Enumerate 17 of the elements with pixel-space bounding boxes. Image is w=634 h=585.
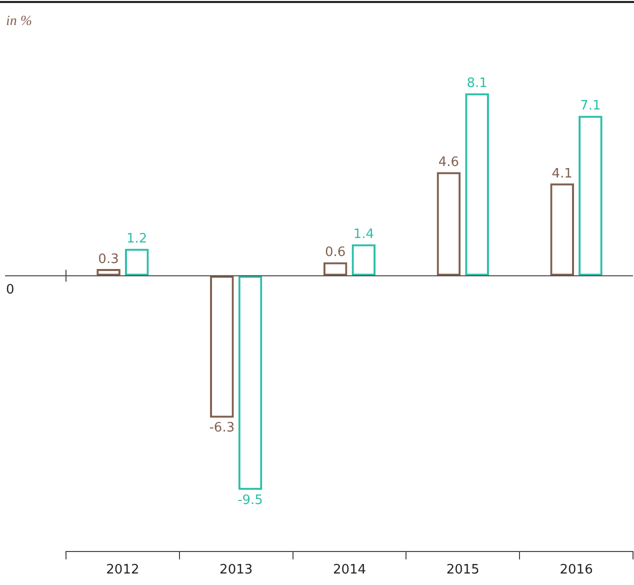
data-label: 0.3 <box>98 252 119 267</box>
data-label: 4.6 <box>438 154 460 170</box>
data-label: 7.1 <box>580 98 601 114</box>
x-tick-label: 2016 <box>560 562 593 578</box>
x-tick-label: 2013 <box>220 562 253 578</box>
data-label: 1.2 <box>126 232 148 247</box>
y-axis-title: in % <box>6 14 32 30</box>
data-label: 1.4 <box>353 227 374 242</box>
data-label: 0.6 <box>324 245 346 260</box>
x-tick-label: 2012 <box>106 562 140 578</box>
data-label: 4.1 <box>552 166 572 182</box>
data-label: -6.3 <box>209 420 235 436</box>
data-label: -9.5 <box>238 492 263 508</box>
x-tick-label: 2014 <box>332 562 366 578</box>
data-label: 8.1 <box>466 76 488 92</box>
annotation: 0 <box>6 282 14 298</box>
x-tick-label: 2015 <box>446 562 480 578</box>
